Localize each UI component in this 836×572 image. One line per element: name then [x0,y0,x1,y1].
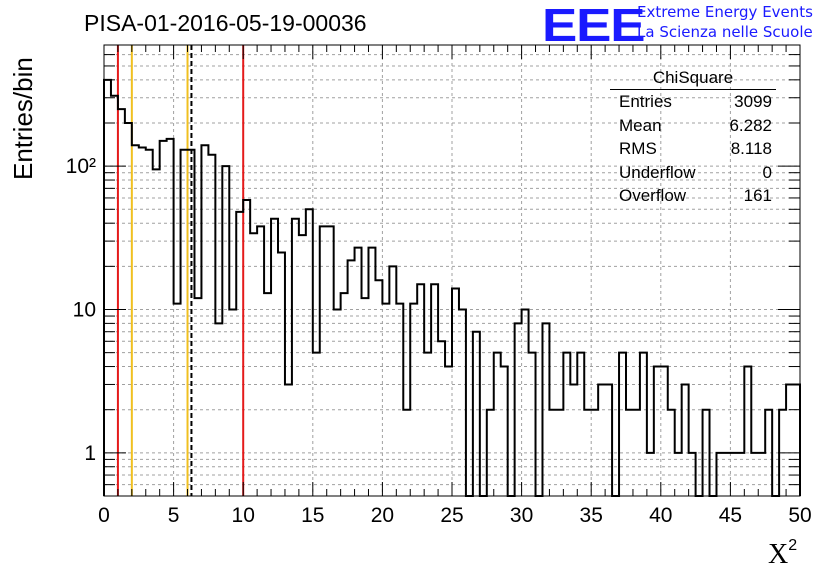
stats-value: 0 [762,162,772,182]
x-tick-label: 15 [301,504,324,527]
stats-label: Mean [619,115,662,135]
x-tick-label: 25 [440,504,463,527]
y-axis-label: Entries/bin [8,57,38,180]
x-tick-label: 5 [168,504,180,527]
stats-value: 6.282 [729,115,772,135]
stats-box: ChiSquare Entries 3099 Mean 6.282 RMS 8.118 Un… [610,68,776,208]
histogram-series [103,78,801,497]
x-tick-label: 50 [788,504,811,527]
brand-line-1: Extreme Energy Events [637,3,813,21]
x-tick-label: 40 [649,504,672,527]
x-axis-label: X2 [768,537,798,570]
y-tick-label: 10² [66,155,96,178]
x-tick-label: 0 [98,504,110,527]
grid-lines [104,44,800,497]
stats-label: RMS [619,139,657,158]
y-tick-label: 1 [84,442,96,465]
chart-title: PISA-01-2016-05-19-00036 [84,10,367,36]
x-tick-label: 30 [510,504,533,527]
stats-row-mean: Mean 6.282 [610,114,776,138]
y-tick-label: 10 [73,298,96,321]
x-tick-label: 35 [580,504,603,527]
x-tick-label: 20 [371,504,394,527]
axes: 0 5 10 15 20 25 30 35 40 45 50 1 10 10² [66,44,812,527]
stats-row-overflow: Overflow 161 [610,184,776,208]
stats-row-rms: RMS 8.118 [610,137,776,161]
x-tick-label: 45 [719,504,742,527]
stats-label: Overflow [619,186,687,205]
stats-title: ChiSquare [610,68,776,90]
stats-row-underflow: Underflow 0 [610,161,776,185]
stats-label: Underflow [619,162,696,182]
reference-lines [116,45,245,496]
x-tick-label: 10 [232,504,255,527]
eee-logo: EEE [542,0,646,51]
stats-value: 3099 [734,92,772,111]
stats-value: 8.118 [730,139,772,158]
stats-value: 161 [743,186,772,205]
stats-row-entries: Entries 3099 [610,90,776,114]
brand-line-2: La Scienza nelle Scuole [637,23,813,41]
histogram-outline [103,78,801,497]
stats-label: Entries [619,92,672,111]
